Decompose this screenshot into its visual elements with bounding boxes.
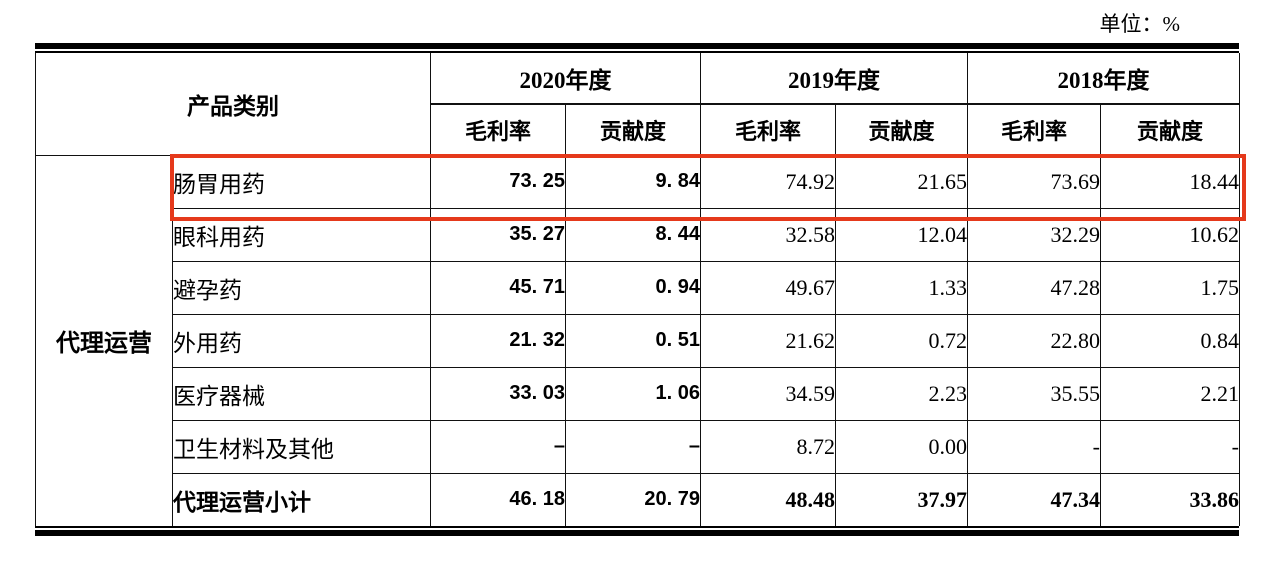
margin-contribution-table: 产品类别 2020年度 2019年度 2018年度 毛利率 贡献度 毛利率 贡献…	[35, 53, 1240, 526]
value-cell: 33. 03	[430, 366, 566, 421]
header-category: 产品类别	[35, 53, 431, 156]
value-cell: 33.86	[1100, 472, 1240, 526]
value-cell: 37.97	[835, 472, 968, 526]
value-cell: 73.69	[967, 154, 1101, 209]
value-cell: 1. 06	[565, 366, 701, 421]
value-cell: 2.21	[1100, 366, 1240, 421]
value-cell: 32.58	[700, 207, 836, 262]
value-cell: 35.55	[967, 366, 1101, 421]
value-cell: 0.84	[1100, 313, 1240, 368]
top-rule-thin	[35, 51, 1239, 53]
value-cell: 47.28	[967, 260, 1101, 315]
value-cell: 74.92	[700, 154, 836, 209]
table-row: 眼科用药 35. 27 8. 44 32.58 12.04 32.29 10.6…	[36, 207, 1240, 262]
value-cell: 21.62	[700, 313, 836, 368]
bottom-rule-thick	[35, 530, 1239, 536]
value-cell: 49.67	[700, 260, 836, 315]
value-cell: 1.33	[835, 260, 968, 315]
value-cell: 0. 51	[565, 313, 701, 368]
value-cell: 2.23	[835, 366, 968, 421]
value-cell: -	[1100, 419, 1240, 474]
header-year-2019: 2019年度	[700, 53, 968, 105]
group-label-cell: 代理运营	[35, 154, 173, 526]
table-row: 外用药 21. 32 0. 51 21.62 0.72 22.80 0.84	[36, 313, 1240, 368]
header-contribution-2019: 贡献度	[835, 103, 968, 156]
table-header: 产品类别 2020年度 2019年度 2018年度 毛利率 贡献度 毛利率 贡献…	[35, 53, 1240, 156]
header-year-2020: 2020年度	[430, 53, 701, 105]
table-row: 卫生材料及其他 – – 8.72 0.00 - -	[36, 419, 1240, 474]
product-name-cell: 避孕药	[172, 260, 431, 315]
value-cell: 46. 18	[430, 472, 566, 526]
subtotal-label-cell: 代理运营小计	[172, 472, 431, 526]
header-gross-margin-2018: 毛利率	[967, 103, 1101, 156]
table-row: 代理运营 肠胃用药 73. 25 9. 84 74.92 21.65 73.69…	[35, 154, 1240, 526]
product-name-cell: 卫生材料及其他	[172, 419, 431, 474]
value-cell: 73. 25	[430, 154, 566, 209]
header-gross-margin-2019: 毛利率	[700, 103, 836, 156]
top-rule-thick	[35, 43, 1239, 49]
value-cell: 22.80	[967, 313, 1101, 368]
unit-label: 单位：%	[1099, 12, 1181, 36]
product-name-cell: 外用药	[172, 313, 431, 368]
product-name-cell: 医疗器械	[172, 366, 431, 421]
value-cell: 8.72	[700, 419, 836, 474]
value-cell: 47.34	[967, 472, 1101, 526]
value-cell: 21.65	[835, 154, 968, 209]
value-cell: 0.72	[835, 313, 968, 368]
value-cell: 1.75	[1100, 260, 1240, 315]
value-cell: 10.62	[1100, 207, 1240, 262]
value-cell: 21. 32	[430, 313, 566, 368]
bottom-rule-thin	[35, 526, 1239, 528]
value-cell: 8. 44	[565, 207, 701, 262]
value-cell: 9. 84	[565, 154, 701, 209]
value-cell: 0. 94	[565, 260, 701, 315]
value-cell: 18.44	[1100, 154, 1240, 209]
product-name-cell: 眼科用药	[172, 207, 431, 262]
value-cell: 20. 79	[565, 472, 701, 526]
table-body: 代理运营 肠胃用药 73. 25 9. 84 74.92 21.65 73.69…	[35, 154, 1240, 526]
value-cell: –	[430, 419, 566, 474]
product-name-cell: 肠胃用药	[172, 154, 431, 209]
value-cell: 12.04	[835, 207, 968, 262]
value-cell: –	[565, 419, 701, 474]
data-table: 产品类别 2020年度 2019年度 2018年度 毛利率 贡献度 毛利率 贡献…	[35, 43, 1240, 536]
value-cell: 48.48	[700, 472, 836, 526]
value-cell: -	[967, 419, 1101, 474]
subtotal-row: 代理运营小计 46. 18 20. 79 48.48 37.97 47.34 3…	[36, 472, 1240, 526]
table-row: 医疗器械 33. 03 1. 06 34.59 2.23 35.55 2.21	[36, 366, 1240, 421]
header-contribution-2018: 贡献度	[1100, 103, 1240, 156]
header-gross-margin-2020: 毛利率	[430, 103, 566, 156]
value-cell: 32.29	[967, 207, 1101, 262]
value-cell: 45. 71	[430, 260, 566, 315]
table-row: 避孕药 45. 71 0. 94 49.67 1.33 47.28 1.75	[36, 260, 1240, 315]
header-year-2018: 2018年度	[967, 53, 1240, 105]
value-cell: 0.00	[835, 419, 968, 474]
value-cell: 35. 27	[430, 207, 566, 262]
value-cell: 34.59	[700, 366, 836, 421]
header-contribution-2020: 贡献度	[565, 103, 701, 156]
